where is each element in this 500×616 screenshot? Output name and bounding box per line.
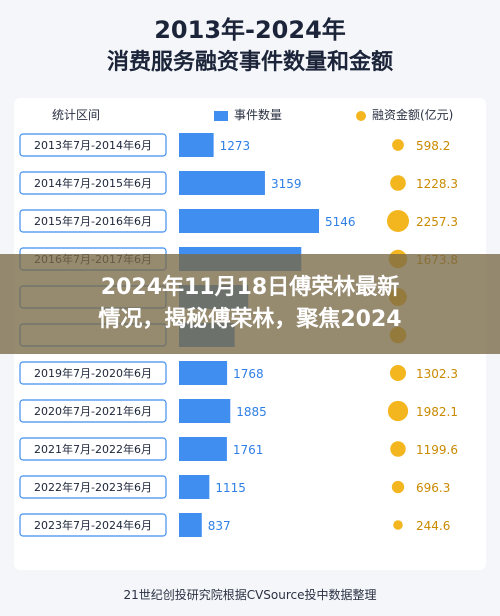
amount-value-label: 1302.3 — [416, 367, 458, 381]
chart-title: 2013年-2024年 — [154, 16, 346, 44]
category-label: 2019年7月-2020年6月 — [34, 366, 152, 380]
amount-value-label: 1199.6 — [416, 443, 458, 457]
category-label-box — [19, 209, 167, 233]
count-value-label: 5146 — [325, 215, 356, 229]
count-bar — [179, 399, 231, 423]
category-label: 2021年7月-2022年6月 — [34, 442, 152, 456]
legend-amount: 融资金额(亿元) — [356, 106, 453, 123]
amount-dot — [390, 441, 406, 457]
category-label: 2015年7月-2016年6月 — [34, 214, 152, 228]
amount-dot — [390, 175, 406, 191]
category-label-box — [19, 133, 167, 157]
source-note: 21世纪创投研究院根据CVSource投中数据整理 — [123, 588, 377, 602]
amount-value-label: 2257.3 — [416, 215, 458, 229]
count-value-label: 3159 — [271, 177, 302, 191]
dot-swatch-icon — [356, 110, 366, 121]
amount-value-label: 696.3 — [416, 481, 450, 495]
amount-value-label: 244.6 — [416, 519, 450, 533]
category-label: 2013年7月-2014年6月 — [34, 138, 152, 152]
amount-value-label: 1228.3 — [416, 177, 458, 191]
count-bar — [179, 437, 227, 461]
legend-count-label: 事件数量 — [234, 108, 283, 122]
category-label-box — [19, 361, 167, 385]
category-label: 2023年7月-2024年6月 — [34, 518, 152, 532]
count-bar — [179, 133, 214, 157]
count-bar — [179, 513, 202, 537]
legend-count: 事件数量 — [214, 106, 282, 123]
category-label-box — [19, 475, 167, 499]
count-value-label: 1761 — [233, 443, 264, 457]
amount-value-label: 1982.1 — [416, 405, 458, 419]
banner-line-1: 2024年11月18日傅荣林最新 — [100, 275, 400, 300]
category-label-box — [19, 437, 167, 461]
count-bar — [179, 171, 265, 195]
banner-text: 2024年11月18日傅荣林最新 情况，揭秘傅荣林，聚焦2024 — [0, 254, 500, 354]
column-header-interval: 统计区间 — [52, 108, 101, 122]
amount-dot — [387, 400, 409, 422]
count-value-label: 837 — [208, 519, 231, 533]
banner-line-2: 情况，揭秘傅荣林，聚焦2024 — [98, 307, 402, 332]
category-label-box — [19, 399, 167, 423]
amount-dot — [393, 520, 403, 530]
amount-dot — [392, 139, 404, 151]
category-label: 2014年7月-2015年6月 — [34, 176, 152, 190]
category-label-box — [19, 513, 167, 537]
count-bar — [179, 361, 228, 385]
amount-dot — [389, 364, 407, 382]
chart-subtitle: 消费服务融资事件数量和金额 — [106, 50, 393, 75]
category-label: 2022年7月-2023年6月 — [34, 480, 152, 494]
count-value-label: 1273 — [220, 139, 251, 153]
count-bar — [179, 209, 319, 233]
count-value-label: 1115 — [215, 481, 246, 495]
legend-amount-label: 融资金额(亿元) — [372, 108, 454, 122]
amount-dot — [391, 480, 405, 494]
amount-dot — [387, 210, 409, 232]
count-value-label: 1885 — [236, 405, 267, 419]
bar-swatch-icon — [214, 110, 228, 121]
count-bar — [179, 475, 210, 499]
overlay-banner: 2024年11月18日傅荣林最新 情况，揭秘傅荣林，聚焦2024 — [0, 254, 500, 354]
category-label-box — [19, 171, 167, 195]
category-label: 2020年7月-2021年6月 — [34, 404, 152, 418]
count-value-label: 1768 — [233, 367, 264, 381]
amount-value-label: 598.2 — [416, 139, 450, 153]
